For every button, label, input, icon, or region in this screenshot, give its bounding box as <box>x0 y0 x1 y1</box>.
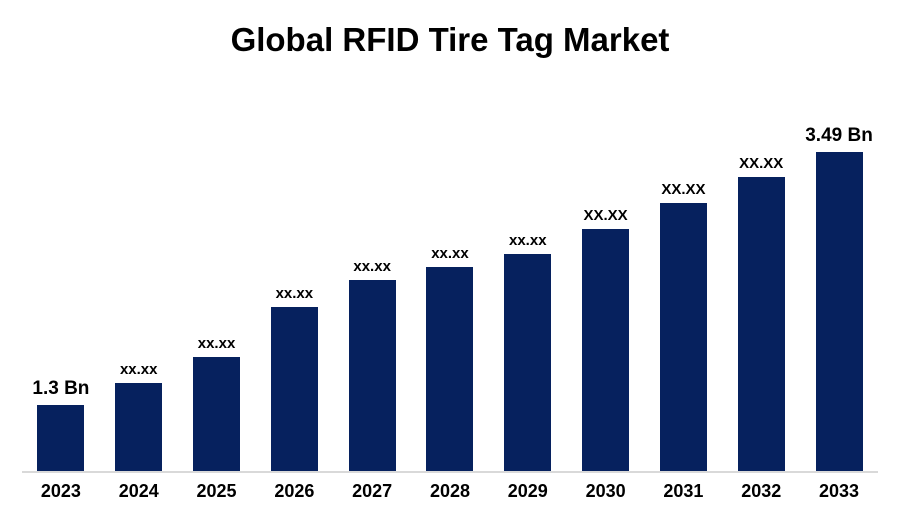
bar <box>115 383 163 472</box>
x-axis-tick-label: 2023 <box>40 481 81 501</box>
bar-column: xx.xx <box>333 257 411 472</box>
bar-value-label: xx.xx <box>431 244 469 262</box>
bar <box>270 307 318 472</box>
bar-value-label: xx.xx <box>119 360 158 378</box>
bar <box>348 280 396 472</box>
bar-value-label: XX.XX <box>583 206 628 224</box>
x-axis-tick-label: 2031 <box>663 481 704 501</box>
bar-column: xx.xx <box>411 244 489 472</box>
x-axis-tick-label: 2030 <box>585 481 626 501</box>
chart-title: Global RFID Tire Tag Market <box>230 21 670 58</box>
bar <box>504 254 552 472</box>
bar-value-label: 1.3 Bn <box>32 378 90 400</box>
x-axis-tick-label: 2032 <box>741 481 782 501</box>
bar-column: XX.XX <box>645 180 723 472</box>
bar-column: 3.49 Bn <box>800 125 878 472</box>
x-axis-tick-labels: 2023 2024 2025 2026 2027 2028 2029 2030 2031 2032… <box>22 481 878 502</box>
bar-column: xx.xx <box>178 334 256 472</box>
bar-value-label: xx.xx <box>509 231 547 249</box>
x-axis-tick-label: 2028 <box>429 481 470 501</box>
bar-value-label: xx.xx <box>197 334 236 352</box>
x-axis-line <box>22 471 878 473</box>
bar <box>37 405 85 472</box>
bar-value-label: 3.49 Bn <box>805 125 873 147</box>
bar <box>737 177 785 472</box>
x-axis-tick-label: 2024 <box>118 481 159 501</box>
bar-column: xx.xx <box>100 360 178 472</box>
bar-value-label: XX.XX <box>661 180 706 198</box>
x-axis-tick-label: 2025 <box>196 481 237 501</box>
bar-column: xx.xx <box>255 284 333 472</box>
bar-value-label: xx.xx <box>275 284 314 302</box>
x-axis-tick-label: 2029 <box>507 481 548 501</box>
bar <box>659 203 707 472</box>
bar-column: xx.xx <box>489 231 567 472</box>
bar <box>582 229 630 472</box>
bar-column: 1.3 Bn <box>22 378 100 472</box>
bar <box>815 152 863 472</box>
x-axis-tick-label: 2033 <box>819 481 860 501</box>
bar-column: XX.XX <box>722 154 800 472</box>
bar-value-label: xx.xx <box>353 257 391 275</box>
bar <box>426 267 474 472</box>
x-axis-tick-label: 2026 <box>274 481 315 501</box>
bar-value-label: XX.XX <box>739 154 784 172</box>
x-axis-tick-label: 2027 <box>352 481 393 501</box>
bar <box>193 357 241 472</box>
bar-chart-plot-area: 1.3 Bn xx.xx xx.xx xx.xx xx.xx xx.xx xx.xx XX.X… <box>22 125 878 472</box>
bar-column: XX.XX <box>567 206 645 472</box>
